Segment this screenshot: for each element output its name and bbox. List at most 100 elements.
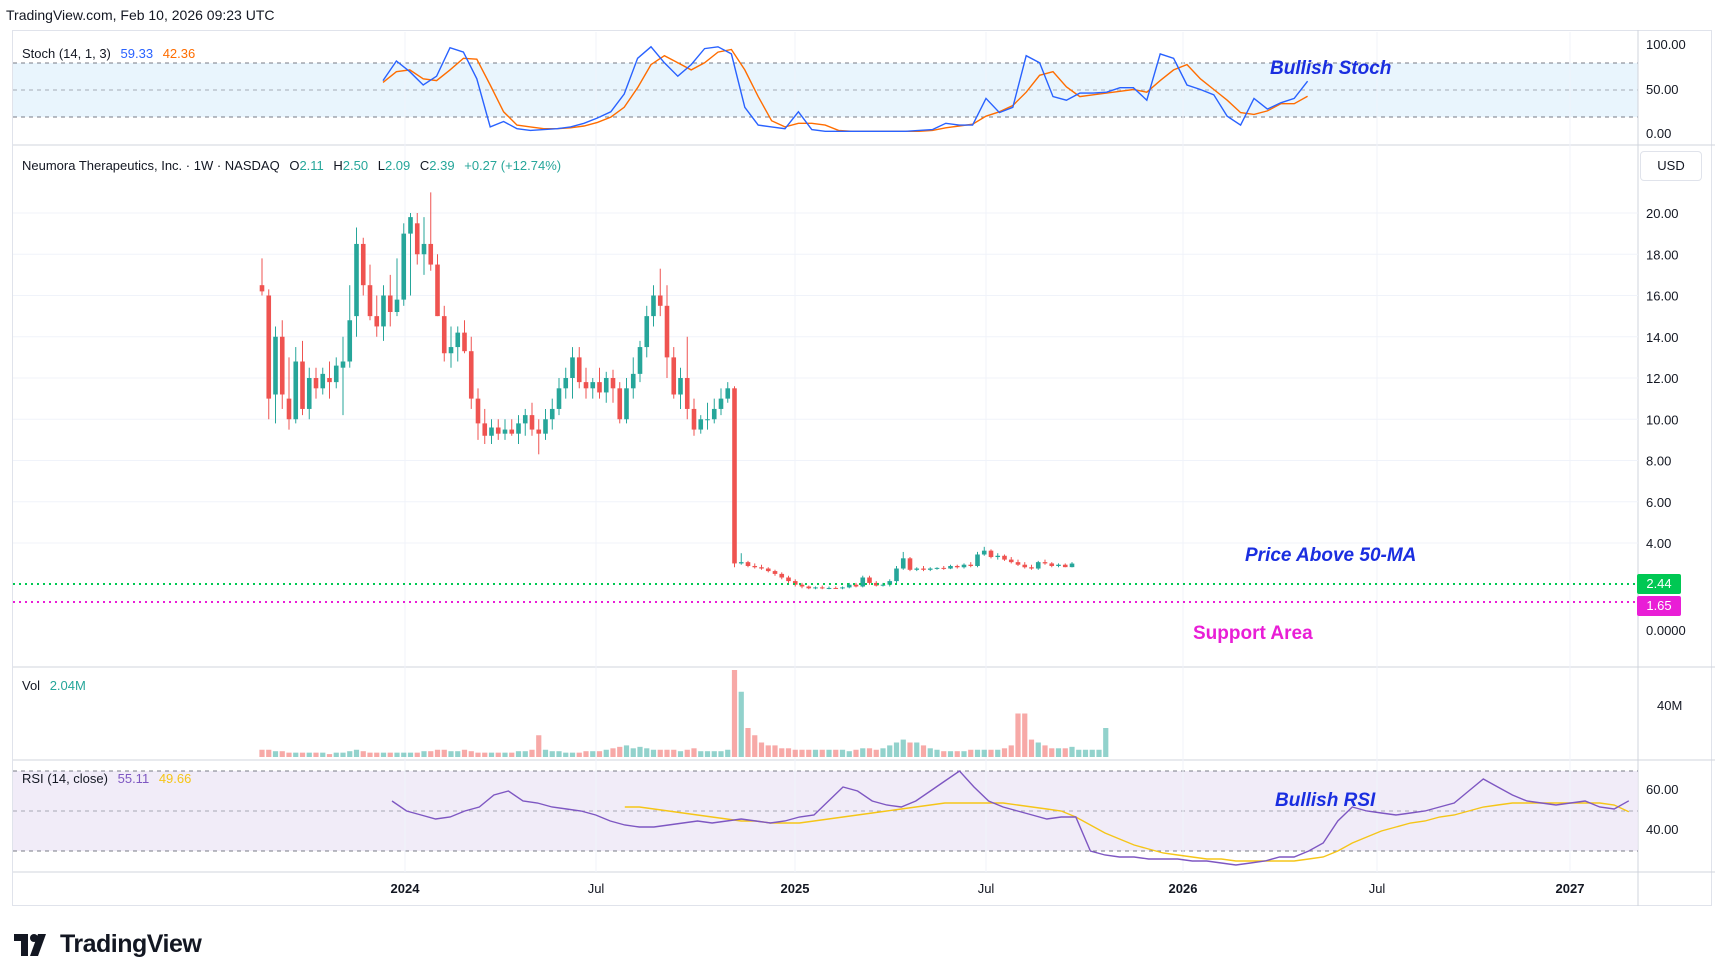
candle-body	[421, 243, 427, 255]
candle	[975, 551, 980, 568]
candle	[961, 563, 967, 569]
candle-body	[603, 378, 609, 393]
candle-body	[367, 285, 373, 317]
low-label: L	[377, 158, 385, 173]
candle	[711, 398, 717, 424]
candle	[732, 386, 737, 568]
candle-body	[313, 378, 319, 389]
candle-body	[799, 584, 805, 587]
candle	[482, 408, 488, 444]
high-label: H	[333, 158, 343, 173]
candle-body	[988, 550, 994, 558]
support-price-tag: 1.65	[1637, 596, 1681, 616]
candle-body	[624, 388, 629, 420]
volume-bar	[502, 752, 508, 757]
candle-body	[752, 565, 758, 568]
candle-body	[907, 558, 913, 570]
candle	[914, 567, 920, 572]
pane-structure	[13, 30, 1715, 906]
volume-bar	[718, 751, 724, 757]
candle-body	[381, 295, 386, 327]
price-legend[interactable]: Neumora Therapeutics, Inc. · 1W · NASDAQ…	[22, 158, 567, 173]
candle	[468, 336, 474, 409]
volume-bar	[650, 749, 657, 757]
candle-body	[1002, 555, 1007, 560]
volume-bar	[340, 752, 346, 757]
candle-body	[826, 587, 832, 589]
candle	[637, 340, 643, 383]
symbol-title: Neumora Therapeutics, Inc. · 1W · NASDAQ	[22, 158, 280, 173]
candle-body	[273, 336, 278, 395]
candle-body	[563, 378, 569, 389]
volume-bar	[455, 751, 461, 757]
volume-bar	[704, 751, 711, 757]
volume-bar	[698, 751, 704, 757]
candle	[340, 336, 346, 416]
candle	[671, 347, 677, 399]
candle	[934, 567, 940, 570]
candle-body	[651, 295, 656, 317]
time-axis-label: 2026	[1169, 881, 1198, 896]
candle	[779, 572, 785, 580]
axis-labels: 100.00 50.00 0.00 20.00 18.00 16.00 14.00 12.00…	[391, 37, 1686, 896]
tradingview-logo[interactable]: TradingView	[14, 930, 202, 959]
volume-legend[interactable]: Vol 2.04M	[22, 678, 92, 693]
volume-bar	[826, 749, 832, 757]
volume-bar	[779, 748, 785, 757]
stoch-legend[interactable]: Stoch (14, 1, 3) 59.33 42.36	[22, 46, 201, 61]
candle-body	[934, 567, 940, 569]
candle	[502, 419, 508, 440]
candle	[414, 213, 420, 265]
candle	[529, 402, 535, 436]
chart-frame	[12, 30, 1712, 906]
change-value: +0.27 (+12.74%)	[464, 158, 562, 173]
volume-bar	[907, 742, 913, 757]
candle-body	[347, 320, 353, 362]
candle-body	[995, 555, 1001, 558]
candle-body	[948, 565, 953, 569]
candle	[664, 285, 670, 378]
annotation-bullish-stoch: Bullish Stoch	[1270, 58, 1392, 79]
close-label: C	[419, 158, 430, 173]
candle-body	[840, 587, 845, 589]
volume-bar	[596, 751, 603, 757]
low-value: 2.09	[384, 158, 411, 173]
candle	[462, 320, 467, 354]
candle	[921, 565, 926, 572]
volume-bar	[1082, 749, 1089, 757]
candle-body	[1069, 563, 1075, 568]
candle-body	[880, 584, 886, 586]
volume-bars	[259, 670, 1109, 757]
volume-bar	[509, 752, 515, 757]
volume-bar	[981, 749, 987, 757]
volume-bar	[495, 752, 501, 757]
candle-body	[468, 351, 474, 399]
candle-body	[637, 347, 643, 374]
price-tick-label: 8.00	[1646, 454, 1671, 469]
candle	[489, 419, 494, 444]
candle-body	[495, 427, 501, 434]
candle	[543, 408, 548, 440]
last-price-tag: 2.44	[1637, 574, 1681, 594]
candle-body	[860, 577, 866, 587]
volume-bar	[677, 751, 684, 757]
candle	[981, 546, 987, 556]
candle-body	[921, 568, 926, 570]
stoch-lines	[382, 45, 1309, 133]
candle-body	[414, 223, 420, 255]
candle-body	[853, 584, 859, 587]
candle-body	[975, 554, 980, 566]
rsi-legend[interactable]: RSI (14, close) 55.11 49.66	[22, 771, 197, 786]
volume-bar	[1089, 749, 1095, 757]
currency-button[interactable]: USD	[1640, 151, 1702, 181]
volume-bar	[407, 752, 414, 757]
candle-body	[516, 423, 521, 434]
candle-body	[435, 264, 440, 317]
volume-bar	[711, 751, 717, 757]
volume-bar	[1008, 745, 1014, 757]
candle-body	[394, 299, 400, 312]
price-tick-label: 6.00	[1646, 495, 1671, 510]
candle-body	[266, 295, 272, 399]
candle	[293, 347, 299, 424]
